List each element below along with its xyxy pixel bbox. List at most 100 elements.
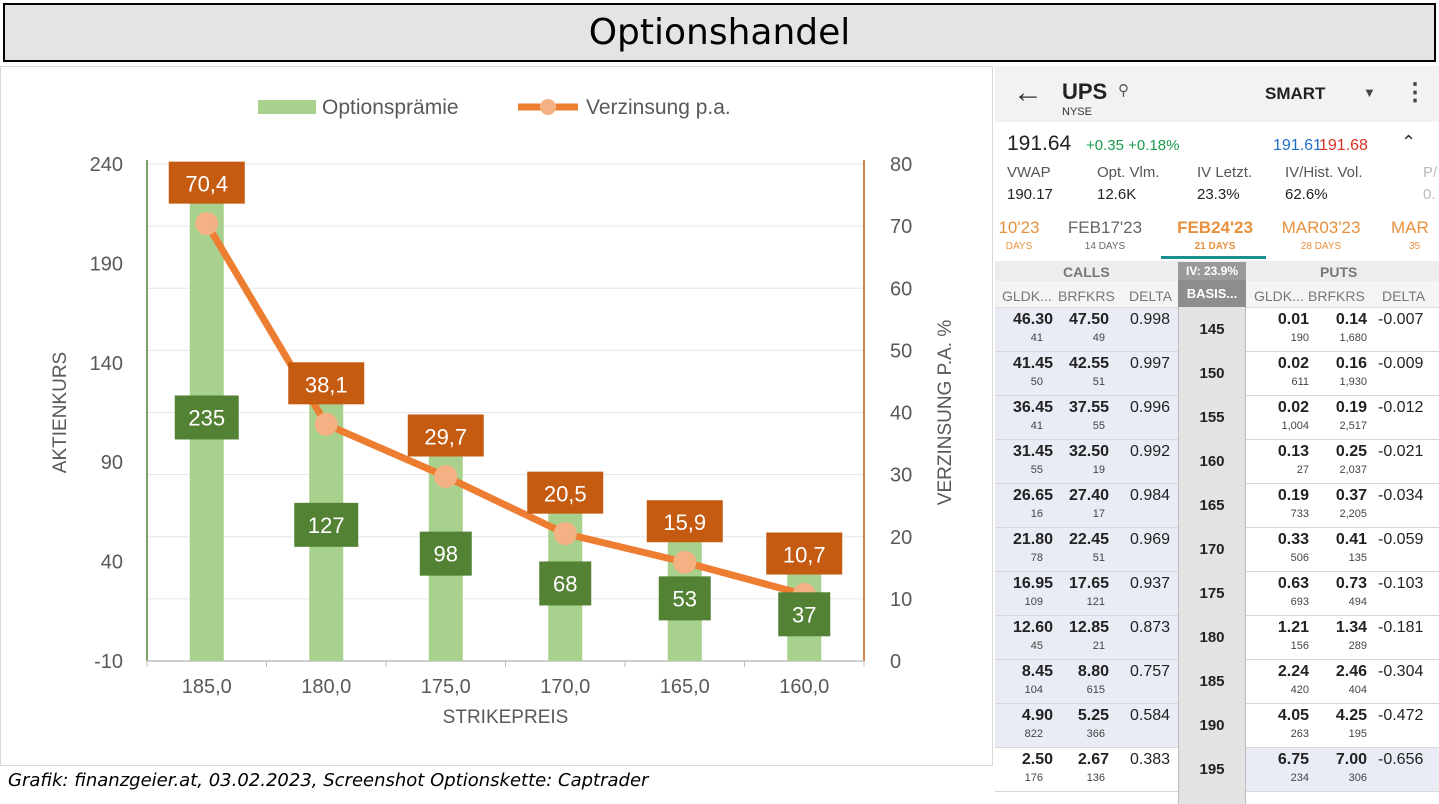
put-ask[interactable]: 7.00 <box>1335 751 1367 768</box>
put-ask[interactable]: 0.14 <box>1335 311 1367 328</box>
strike-price: 170 <box>1199 541 1225 558</box>
call-bid[interactable]: 21.80 <box>1012 531 1053 548</box>
call-bid[interactable]: 26.65 <box>1012 487 1053 504</box>
table-row[interactable]: 16.95 109 17.65 121 0.937 0.63 693 0.73 494 -0.10… <box>995 572 1439 616</box>
expiry-tab[interactable]: FEB17'23 14 DAYS <box>1067 218 1143 252</box>
itm-shade <box>995 704 1178 748</box>
table-row[interactable]: 12.60 45 12.85 21 0.873 1.21 156 1.34 289 -0.181 <box>995 616 1439 660</box>
call-ask[interactable]: 37.55 <box>1068 399 1109 416</box>
expiry-tab-selected[interactable]: FEB24'23 21 DAYS <box>1177 218 1253 252</box>
put-bid[interactable]: 0.33 <box>1277 531 1309 548</box>
call-bid[interactable]: 46.30 <box>1012 311 1053 328</box>
call-ask-size: 49 <box>1092 332 1105 344</box>
app-header <box>995 66 1439 122</box>
table-row[interactable]: 26.65 16 27.40 17 0.984 0.19 733 0.37 2,205 -0.03… <box>995 484 1439 528</box>
put-bid[interactable]: 0.02 <box>1277 355 1309 372</box>
table-row[interactable]: 36.45 41 37.55 55 0.996 0.02 1,004 0.19 2,517 -0.… <box>995 396 1439 440</box>
table-row[interactable]: 41.45 50 42.55 51 0.997 0.02 611 0.16 1,930 -0.00… <box>995 352 1439 396</box>
put-bid[interactable]: 0.19 <box>1277 487 1309 504</box>
bar-data-label: 127 <box>308 513 345 538</box>
put-ask[interactable]: 0.37 <box>1335 487 1367 504</box>
bar-data-label-box <box>294 502 359 547</box>
put-bid[interactable]: 0.02 <box>1277 399 1309 416</box>
line-data-label: 15,9 <box>663 510 706 535</box>
call-bid-size: 16 <box>1030 508 1043 520</box>
puts-label: PUTS <box>1320 264 1358 280</box>
put-bid[interactable]: 0.63 <box>1277 575 1309 592</box>
put-bid[interactable]: 6.75 <box>1277 751 1309 768</box>
call-ask[interactable]: 42.55 <box>1068 355 1109 372</box>
put-ask-size: 2,037 <box>1339 464 1367 476</box>
col-header-delta[interactable]: DELTA <box>1129 288 1173 304</box>
routing-select[interactable]: SMART <box>1265 84 1326 103</box>
table-row[interactable]: 2.50 176 2.67 136 0.383 6.75 234 7.00 306 -0.656 <box>995 748 1439 792</box>
table-row[interactable]: 21.80 78 22.45 51 0.969 0.33 506 0.41 135 -0.059 <box>995 528 1439 572</box>
back-arrow-icon[interactable]: ← <box>1013 76 1043 109</box>
call-ask[interactable]: 2.67 <box>1077 751 1109 768</box>
call-ask[interactable]: 27.40 <box>1068 487 1109 504</box>
call-ask[interactable]: 47.50 <box>1068 311 1109 328</box>
call-ask[interactable]: 8.80 <box>1077 663 1109 680</box>
call-bid[interactable]: 2.50 <box>1021 751 1053 768</box>
put-bid-size: 234 <box>1290 772 1309 784</box>
call-ask[interactable]: 32.50 <box>1068 443 1109 460</box>
strike-price: 155 <box>1199 409 1225 426</box>
call-bid[interactable]: 4.90 <box>1021 707 1053 724</box>
col-header-bid[interactable]: GLDK... <box>1254 288 1304 304</box>
x-tick-label: 185,0 <box>182 676 232 698</box>
itm-shade <box>995 308 1178 352</box>
line-data-label-box <box>646 500 723 543</box>
put-bid[interactable]: 0.13 <box>1277 443 1309 460</box>
table-row[interactable]: 31.45 55 32.50 19 0.992 0.13 27 0.25 2,037 -0.021 <box>995 440 1439 484</box>
col-header-ask[interactable]: BRFKRS <box>1058 288 1115 304</box>
call-bid[interactable]: 36.45 <box>1012 399 1053 416</box>
put-ask[interactable]: 4.25 <box>1335 707 1367 724</box>
call-ask-size: 19 <box>1092 464 1105 476</box>
call-bid[interactable]: 16.95 <box>1012 575 1053 592</box>
put-ask[interactable]: 0.25 <box>1335 443 1367 460</box>
col-header-delta[interactable]: DELTA <box>1382 288 1426 304</box>
x-tick-label: 170,0 <box>540 676 590 698</box>
strike-price: 145 <box>1199 321 1225 338</box>
expiry-tab[interactable]: MAR 35 <box>1391 218 1429 252</box>
call-bid[interactable]: 8.45 <box>1021 663 1053 680</box>
col-header-bid[interactable]: GLDK... <box>1002 288 1052 304</box>
put-ask[interactable]: 0.19 <box>1335 399 1367 416</box>
put-ask[interactable]: 0.41 <box>1335 531 1367 548</box>
search-icon[interactable]: ⚲ <box>1118 82 1129 99</box>
basis-header[interactable]: BASIS... <box>1178 280 1246 307</box>
put-bid-size: 156 <box>1290 640 1309 652</box>
table-row[interactable]: 8.45 104 8.80 615 0.757 2.24 420 2.46 404 -0.304 <box>995 660 1439 704</box>
call-bid[interactable]: 31.45 <box>1012 443 1053 460</box>
call-ask[interactable]: 12.85 <box>1068 619 1109 636</box>
more-vert-icon[interactable]: ⋮ <box>1403 79 1427 106</box>
table-row[interactable]: 4.90 822 5.25 366 0.584 4.05 263 4.25 195 -0.472 <box>995 704 1439 748</box>
x-tick-label: 175,0 <box>421 676 471 698</box>
put-ask[interactable]: 2.46 <box>1335 663 1367 680</box>
put-bid[interactable]: 0.01 <box>1277 311 1309 328</box>
put-bid[interactable]: 2.24 <box>1277 663 1309 680</box>
call-ask-size: 55 <box>1092 420 1105 432</box>
call-bid[interactable]: 12.60 <box>1012 619 1053 636</box>
put-bid[interactable]: 4.05 <box>1277 707 1309 724</box>
call-bid-size: 104 <box>1024 684 1043 696</box>
call-ask[interactable]: 5.25 <box>1077 707 1109 724</box>
col-header-ask[interactable]: BRFKRS <box>1308 288 1365 304</box>
call-delta: 0.937 <box>1130 575 1171 592</box>
put-bid[interactable]: 1.21 <box>1277 619 1309 636</box>
chevron-up-icon[interactable]: ⌃ <box>1401 132 1417 152</box>
call-bid[interactable]: 41.45 <box>1012 355 1053 372</box>
table-row[interactable]: 46.30 41 47.50 49 0.998 0.01 190 0.14 1,680 -0.00… <box>995 308 1439 352</box>
expiry-tab[interactable]: MAR03'23 28 DAYS <box>1281 218 1361 252</box>
put-ask[interactable]: 1.34 <box>1335 619 1367 636</box>
put-ask[interactable]: 0.16 <box>1335 355 1367 372</box>
put-ask[interactable]: 0.73 <box>1335 575 1367 592</box>
caret-down-icon[interactable]: ▼ <box>1363 85 1376 100</box>
bar-data-label: 235 <box>188 405 225 430</box>
call-ask[interactable]: 17.65 <box>1068 575 1109 592</box>
calls-label: CALLS <box>1063 264 1110 280</box>
expiry-tab[interactable]: 10'23 DAYS <box>998 218 1040 252</box>
put-ask-size: 306 <box>1348 772 1367 784</box>
call-ask[interactable]: 22.45 <box>1068 531 1109 548</box>
put-delta: -0.021 <box>1378 443 1424 460</box>
